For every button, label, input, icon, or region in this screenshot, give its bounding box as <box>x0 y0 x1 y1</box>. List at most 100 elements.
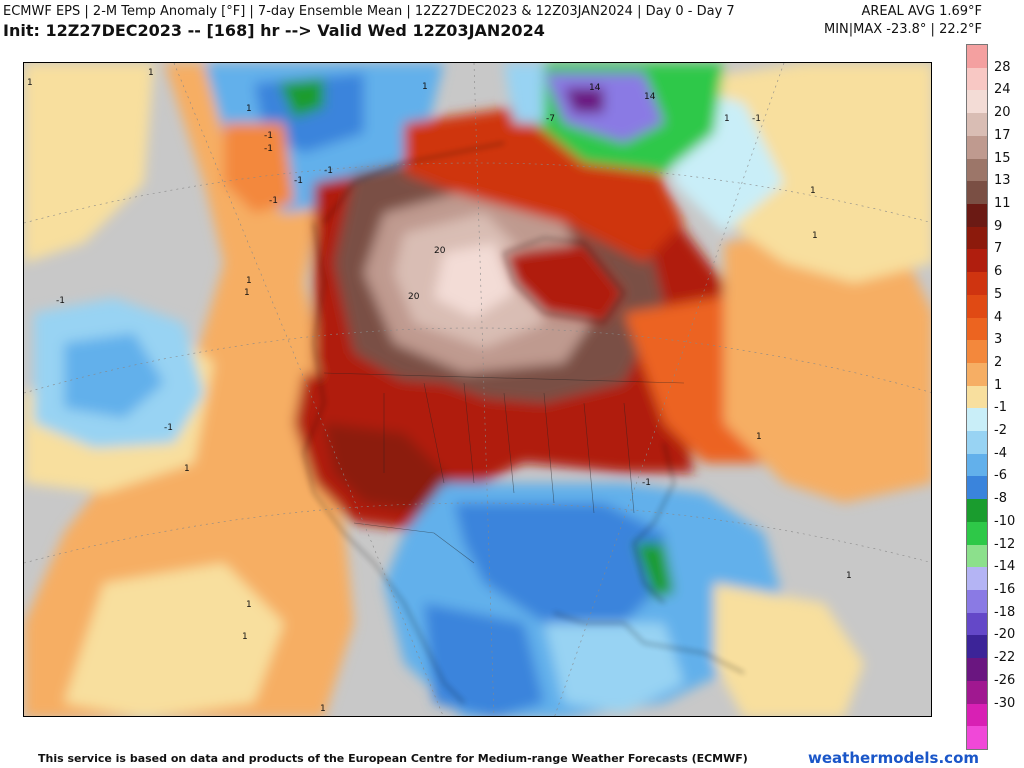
color-scale-swatch <box>967 521 987 546</box>
color-scale-label: -6 <box>994 468 1007 484</box>
color-scale-swatch <box>967 203 987 228</box>
color-scale-label: -22 <box>994 650 1016 666</box>
color-scale-label: -1 <box>994 400 1007 416</box>
ecmwf-disclaimer: This service is based on data and produc… <box>38 752 748 765</box>
color-scale-swatch <box>967 453 987 477</box>
contour-label: 20 <box>434 246 446 256</box>
contour-label: 1 <box>246 276 252 286</box>
anomaly-fields <box>24 63 931 716</box>
color-scale-swatch <box>967 340 987 364</box>
color-scale-label: -4 <box>994 445 1007 461</box>
color-scale-swatch <box>967 612 987 636</box>
contour-label: -1 <box>164 423 173 433</box>
contour-label: -1 <box>294 176 303 186</box>
color-scale-swatch <box>967 45 987 69</box>
contour-label: 1 <box>320 704 326 714</box>
color-scale-label: -12 <box>994 536 1016 552</box>
color-scale-label: 15 <box>994 150 1011 166</box>
color-scale-swatch <box>967 703 987 727</box>
contour-label: 1 <box>244 288 250 298</box>
color-scale-swatch <box>967 90 987 114</box>
init-valid-line: Init: 12Z27DEC2023 -- [168] hr --> Valid… <box>3 21 545 40</box>
color-scale-label: 28 <box>994 59 1011 75</box>
contour-label: 1 <box>846 571 852 581</box>
coastlines <box>303 142 745 704</box>
borders <box>323 372 685 564</box>
color-scale-swatch <box>967 135 987 160</box>
color-scale-swatch <box>967 499 987 523</box>
areal-average: AREAL AVG 1.69°F <box>861 4 983 19</box>
color-scale-swatch <box>967 249 987 273</box>
color-scale-swatch <box>967 226 987 250</box>
min-max-readout: MIN|MAX -23.8° | 22.2°F <box>823 22 982 37</box>
color-scale-swatch <box>967 385 987 409</box>
color-scale-label: -18 <box>994 604 1016 620</box>
anomaly-map: 1 1 1 -1 -1 -1 -1 -1 1 1 1 -1 -1 20 20 1… <box>23 62 932 717</box>
contour-label: -7 <box>546 114 555 124</box>
contour-label: 20 <box>408 292 420 302</box>
color-scale-swatch <box>967 408 987 432</box>
color-scale-swatch <box>967 181 987 205</box>
color-scale-label: 13 <box>994 173 1011 189</box>
contour-label: -1 <box>324 166 333 176</box>
color-scale-label: -10 <box>994 513 1016 529</box>
color-scale-label: -30 <box>994 695 1016 711</box>
color-scale-label: -2 <box>994 423 1007 439</box>
contour-label: 1 <box>148 68 154 78</box>
contour-label: 1 <box>246 104 252 114</box>
color-scale-swatch <box>967 590 987 614</box>
contour-label: -1 <box>752 114 761 124</box>
color-scale-label: 4 <box>994 309 1003 325</box>
color-scale-swatch <box>967 272 987 296</box>
color-scale-label: -8 <box>994 491 1007 507</box>
contour-label: -1 <box>642 478 651 488</box>
color-scale-bar <box>966 44 988 750</box>
color-scale-swatch <box>967 158 987 182</box>
color-scale-label: 6 <box>994 264 1003 280</box>
color-scale-label: 11 <box>994 195 1011 211</box>
contour-label: 1 <box>184 464 190 474</box>
contour-label: 1 <box>756 432 762 442</box>
color-scale-label: -16 <box>994 582 1016 598</box>
color-scale-swatch <box>967 567 987 591</box>
color-scale-swatch <box>967 317 987 341</box>
color-scale-swatch <box>967 635 987 659</box>
color-scale-swatch <box>967 658 987 682</box>
contour-label: 1 <box>246 600 252 610</box>
color-scale-label: 20 <box>994 105 1011 121</box>
contour-label: -1 <box>269 196 278 206</box>
contour-label: -1 <box>56 296 65 306</box>
color-scale-swatch <box>967 726 987 750</box>
color-scale-label: -20 <box>994 627 1016 643</box>
color-scale-label: 7 <box>994 241 1003 257</box>
brand-link[interactable]: weathermodels.com <box>808 749 980 767</box>
color-scale-swatch <box>967 680 987 705</box>
contour-label: 1 <box>242 632 248 642</box>
color-scale-label: 9 <box>994 218 1003 234</box>
color-scale-swatch <box>967 67 987 91</box>
color-scale-label: -26 <box>994 672 1016 688</box>
contour-label: 14 <box>644 92 656 102</box>
color-scale-swatch <box>967 431 987 455</box>
color-scale-label: 2 <box>994 354 1003 370</box>
contour-label: 1 <box>422 82 428 92</box>
contour-label: 1 <box>27 78 33 88</box>
contour-label: 1 <box>810 186 816 196</box>
chart-title: ECMWF EPS | 2-M Temp Anomaly [°F] | 7-da… <box>3 4 735 19</box>
color-scale-swatch <box>967 476 987 500</box>
color-scale-label: 5 <box>994 286 1003 302</box>
contour-labels: 1 1 1 -1 -1 -1 -1 -1 1 1 1 -1 -1 20 20 1… <box>27 68 852 714</box>
color-scale-label: 1 <box>994 377 1003 393</box>
color-scale-label: 24 <box>994 82 1011 98</box>
contour-label: -1 <box>264 144 273 154</box>
color-scale-label: 3 <box>994 332 1003 348</box>
contour-label: 14 <box>589 83 601 93</box>
color-scale-swatch <box>967 294 987 318</box>
color-scale-swatch <box>967 362 987 387</box>
map-canvas: 1 1 1 -1 -1 -1 -1 -1 1 1 1 -1 -1 20 20 1… <box>24 63 931 716</box>
contour-label: 1 <box>724 114 730 124</box>
contour-label: 1 <box>812 231 818 241</box>
color-scale-label: -14 <box>994 559 1016 575</box>
color-scale-swatch <box>967 113 987 137</box>
color-scale-swatch <box>967 544 987 568</box>
